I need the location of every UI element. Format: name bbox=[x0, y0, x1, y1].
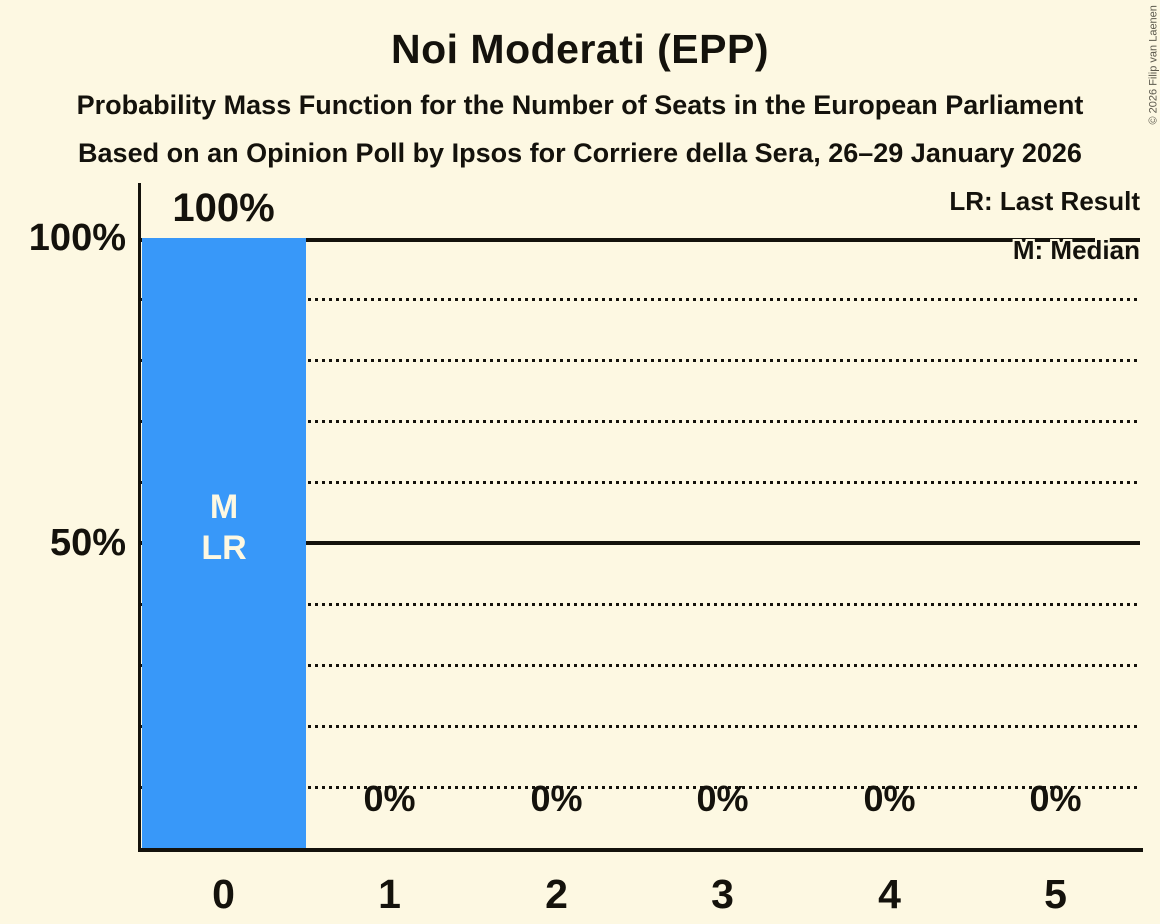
x-tick-1: 1 bbox=[378, 871, 401, 917]
legend-last-result: LR: Last Result bbox=[949, 186, 1140, 216]
median-marker: M bbox=[209, 488, 239, 526]
bar-seats-0 bbox=[142, 238, 306, 848]
legend-median: M: Median bbox=[1012, 235, 1140, 265]
value-label-seats-1: 0% bbox=[363, 778, 416, 819]
chart-subtitle-poll: Based on an Opinion Poll by Ipsos for Co… bbox=[78, 138, 1082, 168]
x-tick-2: 2 bbox=[545, 871, 568, 917]
chart-subtitle-pmf: Probability Mass Function for the Number… bbox=[76, 90, 1084, 120]
x-tick-4: 4 bbox=[878, 871, 901, 917]
plot-area: M LR 100% 0% 0% 0% 0% 0% 0 1 2 3 4 5 bbox=[138, 183, 1143, 917]
last-result-marker: LR bbox=[201, 529, 247, 567]
y-axis bbox=[138, 183, 141, 851]
gridline-80pct bbox=[140, 359, 1140, 362]
bar-annotation-markers: M LR bbox=[142, 487, 306, 569]
gridline-40pct bbox=[140, 603, 1140, 606]
x-axis bbox=[138, 848, 1143, 852]
value-label-seats-5: 0% bbox=[1029, 778, 1082, 819]
gridline-70pct bbox=[140, 420, 1140, 423]
gridline-10pct bbox=[140, 786, 1140, 789]
value-label-seats-4: 0% bbox=[863, 778, 916, 819]
gridline-100pct bbox=[140, 238, 1140, 242]
gridline-20pct bbox=[140, 725, 1140, 728]
gridline-90pct bbox=[140, 298, 1140, 301]
value-label-seats-0: 100% bbox=[172, 186, 275, 230]
value-label-seats-3: 0% bbox=[696, 778, 749, 819]
value-label-seats-2: 0% bbox=[530, 778, 583, 819]
gridline-30pct bbox=[140, 664, 1140, 667]
gridline-50pct bbox=[140, 541, 1140, 545]
y-axis-tick-50: 50% bbox=[49, 522, 126, 564]
gridline-60pct bbox=[140, 481, 1140, 484]
x-tick-3: 3 bbox=[711, 871, 734, 917]
chart-title: Noi Moderati (EPP) bbox=[390, 26, 770, 72]
x-tick-0: 0 bbox=[212, 871, 235, 917]
y-axis-tick-100: 100% bbox=[28, 217, 126, 259]
x-tick-5: 5 bbox=[1044, 871, 1067, 917]
copyright-notice: © 2026 Filip van Laenen bbox=[1147, 5, 1160, 125]
